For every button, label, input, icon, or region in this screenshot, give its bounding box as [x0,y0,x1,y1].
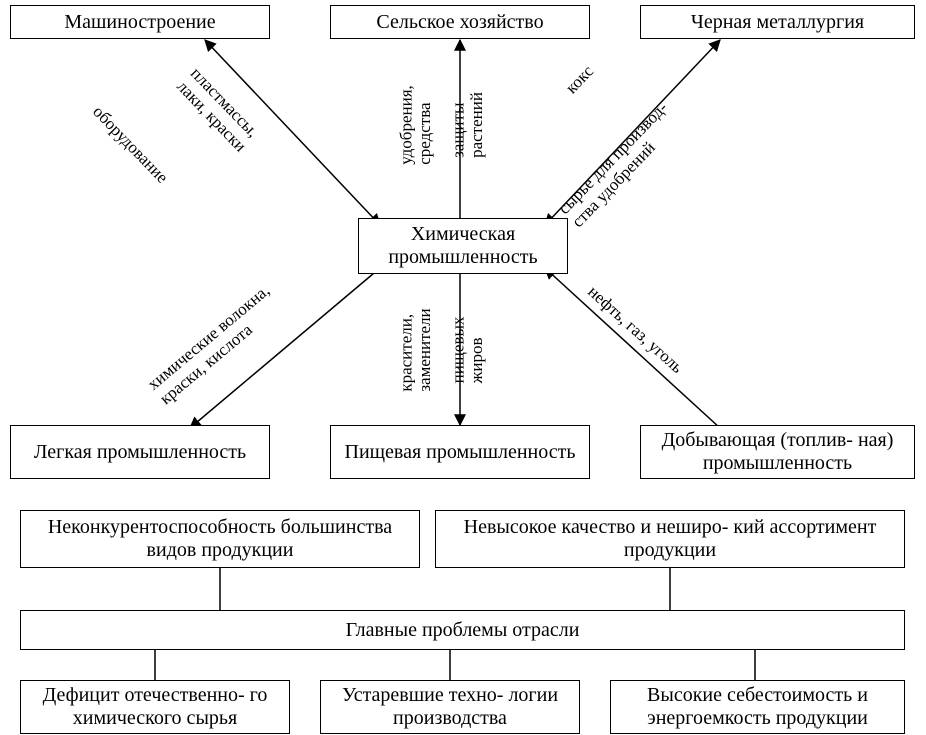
node-problem-5: Высокие себестоимость и энергоемкость пр… [610,680,905,734]
node-problem-3: Дефицит отечественно- го химического сыр… [20,680,290,734]
edge-label-zashchity: защиты растений [449,92,486,158]
node-problem-2: Невысокое качество и неширо- кий ассорти… [435,510,905,568]
node-khimicheskaya: Химическая промышленность [358,218,568,274]
node-dobyvayushchaya: Добывающая (топлив- ная) промышленность [640,425,915,479]
node-main-problems: Главные проблемы отрасли [20,610,905,650]
node-chernaya: Черная металлургия [640,5,915,39]
node-mashinostroenie: Машиностроение [10,5,270,39]
node-problem-1: Неконкурентоспособность большинства видо… [20,510,420,568]
edge-label-zhirov: пищевых жиров [449,317,486,384]
node-pishchevaya: Пищевая промышленность [330,425,590,479]
edge-label-syrye: сырье для производ- ства удобрений [555,99,685,232]
edge-label-koks: кокс [562,62,597,97]
node-selskoe: Сельское хозяйство [330,5,590,39]
edge-label-plastmassy: пластмассы, лаки, краски [173,64,263,155]
edge-label-neft: нефть, газ, уголь [584,283,686,378]
edge-label-oborudovanie: оборудование [89,103,172,188]
node-legkaya: Легкая промышленность [10,425,270,479]
edge-label-volokna: химические волокна, краски, кислота [144,282,285,409]
edge-label-udobreniya: удобрения, средства [397,85,434,165]
edge-label-krasiteli: красители, заменители [397,308,434,391]
node-problem-4: Устаревшие техно- логии производства [320,680,580,734]
